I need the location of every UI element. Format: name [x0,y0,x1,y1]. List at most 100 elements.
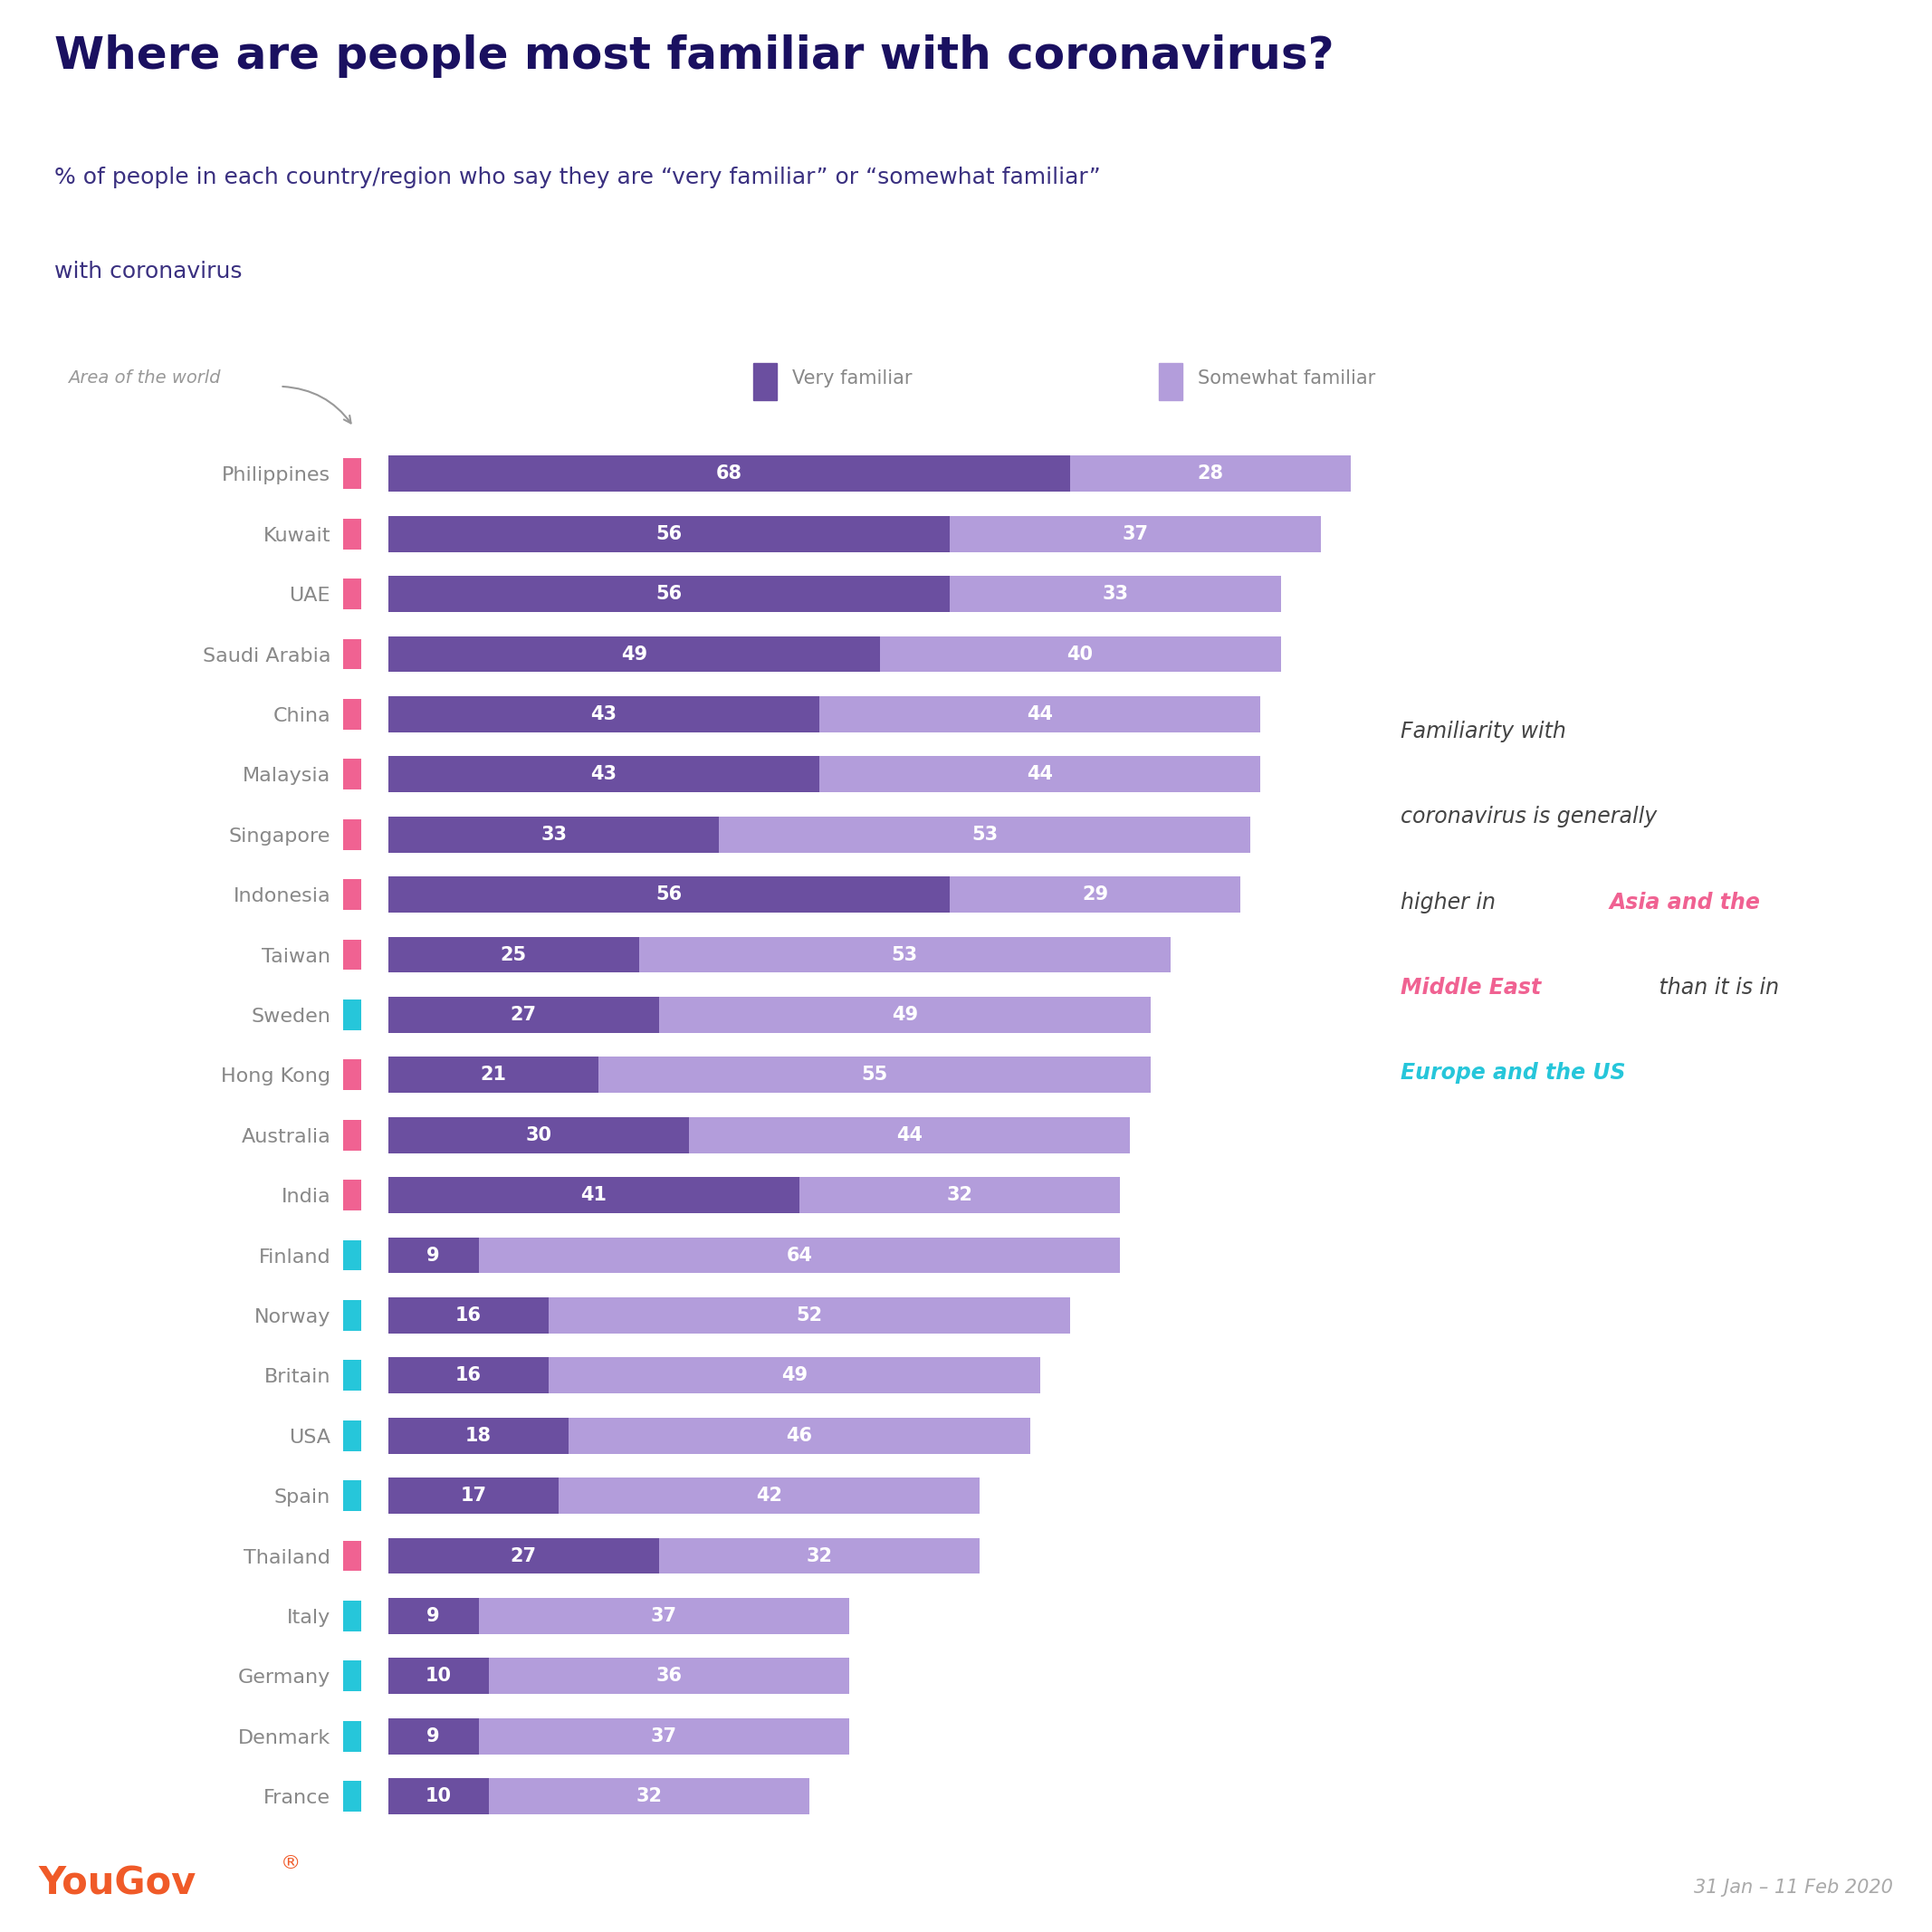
Text: 64: 64 [786,1246,813,1264]
Bar [800,1177,1121,1213]
Text: 44: 44 [896,1126,923,1144]
Bar [568,1418,1030,1453]
Text: 49: 49 [620,645,647,663]
Text: 32: 32 [636,1787,663,1804]
Bar [558,1478,980,1515]
Bar [951,576,1281,612]
Bar [344,1781,361,1812]
Bar [344,1300,361,1331]
Bar [549,1298,1070,1333]
Bar [388,516,951,553]
Text: % of people in each country/region who say they are “very familiar” or “somewhat: % of people in each country/region who s… [54,166,1101,189]
Bar [479,1718,850,1754]
Text: Familiarity with: Familiarity with [1401,721,1567,742]
Bar [344,1480,361,1511]
Text: Area of the world: Area of the world [68,369,220,386]
Bar [819,696,1262,732]
Text: 56: 56 [655,885,682,904]
Text: Very familiar: Very familiar [792,369,912,386]
Text: 42: 42 [755,1488,782,1505]
Bar [388,1057,599,1094]
Bar [639,937,1171,972]
Text: 31 Jan – 11 Feb 2020: 31 Jan – 11 Feb 2020 [1694,1878,1893,1897]
Bar [388,1418,568,1453]
Bar [388,1598,479,1634]
Bar [388,1658,489,1694]
Bar [344,1420,361,1451]
Text: 25: 25 [500,945,527,964]
Text: 44: 44 [1028,765,1053,782]
Text: 21: 21 [481,1066,506,1084]
Bar [388,755,819,792]
Bar [479,1236,1121,1273]
Bar [388,576,951,612]
Text: Europe and the US: Europe and the US [1401,1063,1625,1084]
Bar [344,999,361,1030]
Text: 32: 32 [947,1186,974,1204]
Text: 40: 40 [1066,645,1094,663]
Text: 49: 49 [891,1007,918,1024]
Bar [344,1540,361,1571]
Bar [388,456,1070,493]
Text: 37: 37 [651,1727,676,1745]
Bar [549,1358,1039,1393]
Bar [659,997,1150,1034]
Text: 55: 55 [862,1066,889,1084]
Bar [388,1177,800,1213]
Text: 30: 30 [526,1126,553,1144]
Bar [489,1777,810,1814]
Bar [344,1240,361,1271]
Text: 37: 37 [1122,526,1148,543]
Bar [344,1180,361,1211]
Bar [388,997,659,1034]
Bar [753,363,777,400]
Text: 43: 43 [591,705,616,723]
Text: coronavirus is generally: coronavirus is generally [1401,806,1658,827]
FancyArrowPatch shape [282,386,352,423]
Bar [344,580,361,609]
Bar [344,458,361,489]
Text: 33: 33 [1101,585,1128,603]
Text: 56: 56 [655,526,682,543]
Text: 41: 41 [582,1186,607,1204]
Bar [388,1117,690,1153]
Bar [1159,363,1182,400]
Text: 53: 53 [972,825,999,844]
Bar [951,516,1321,553]
Text: 27: 27 [510,1007,537,1024]
Text: 16: 16 [456,1306,481,1325]
Text: Middle East: Middle East [1401,978,1542,999]
Bar [344,1360,361,1391]
Text: 9: 9 [427,1727,440,1745]
Text: 53: 53 [891,945,918,964]
Bar [388,877,951,912]
Text: 18: 18 [466,1426,491,1445]
Bar [951,877,1240,912]
Text: Somewhat familiar: Somewhat familiar [1198,369,1376,386]
Bar [388,1358,549,1393]
Text: ®: ® [280,1855,301,1872]
Bar [819,755,1262,792]
Text: 43: 43 [591,765,616,782]
Text: with coronavirus: with coronavirus [54,261,242,282]
Text: 9: 9 [427,1607,440,1625]
Text: 52: 52 [796,1306,823,1325]
Text: Asia and the: Asia and the [1609,891,1760,914]
Text: 29: 29 [1082,885,1109,904]
Bar [599,1057,1150,1094]
Bar [388,817,719,852]
Bar [388,1236,479,1273]
Bar [344,639,361,670]
Bar [388,1777,489,1814]
Text: 33: 33 [541,825,566,844]
Text: 37: 37 [651,1607,676,1625]
Text: 9: 9 [427,1246,440,1264]
Text: higher in: higher in [1401,891,1503,914]
Text: 49: 49 [781,1366,808,1385]
Text: 28: 28 [1198,466,1223,483]
Bar [659,1538,980,1575]
Bar [344,939,361,970]
Bar [388,937,639,972]
Text: 17: 17 [460,1488,487,1505]
Bar [344,699,361,730]
